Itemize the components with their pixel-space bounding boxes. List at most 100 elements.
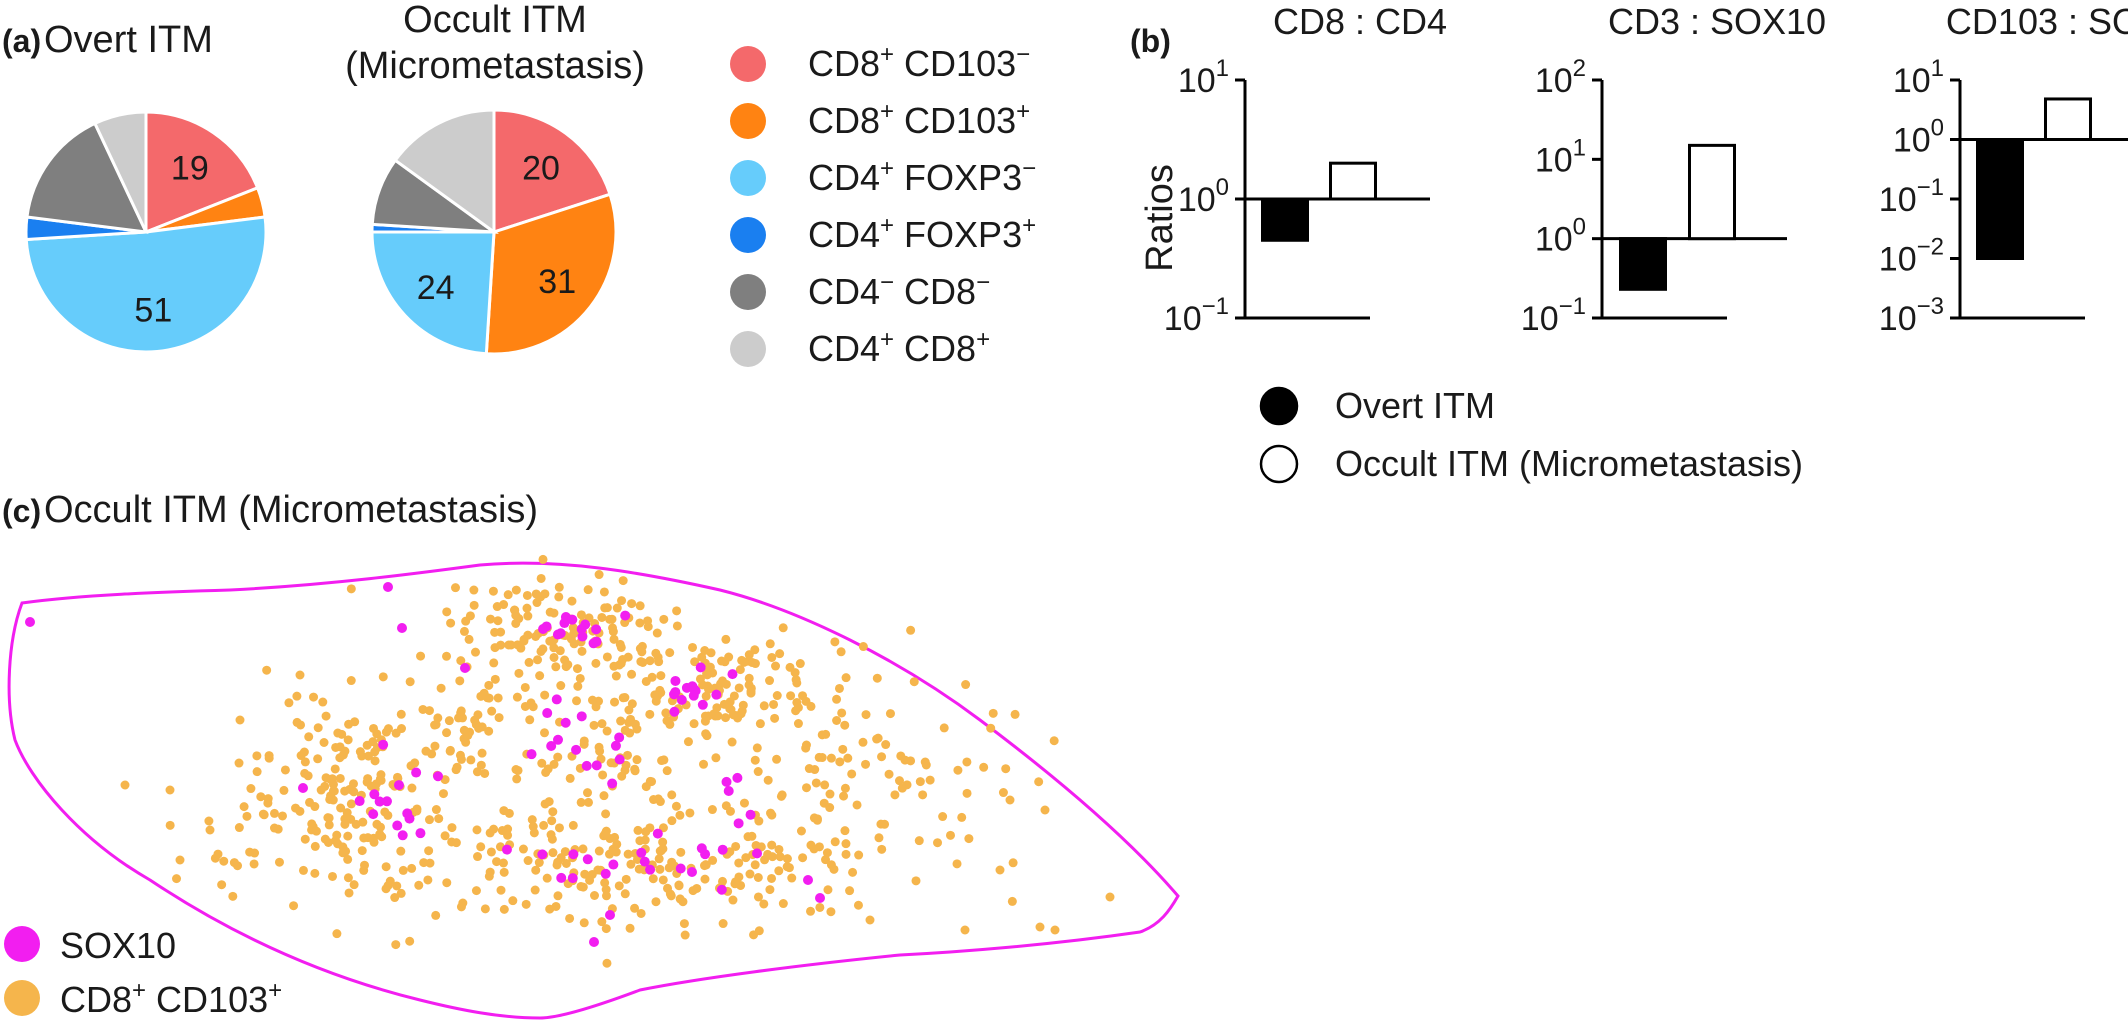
cd8-cd103-cell <box>492 602 502 612</box>
cd8-cd103-cell <box>658 837 668 847</box>
cd8-cd103-cell <box>442 728 452 738</box>
cd8-cd103-cell <box>606 758 616 768</box>
cd8-cd103-cell <box>316 785 326 795</box>
y-tick-label: 10−3 <box>1879 293 1944 338</box>
cd8-cd103-cell <box>672 621 682 631</box>
cd8-cd103-cell <box>473 852 483 862</box>
cd8-cd103-cell <box>256 792 266 802</box>
cd8-cd103-cell <box>535 671 545 681</box>
cd8-cd103-cell <box>933 838 943 848</box>
cd8-cd103-cell <box>884 769 894 779</box>
cd8-cd103-cell <box>521 899 531 909</box>
cd8-cd103-cell <box>577 646 587 656</box>
cd8-cd103-cell <box>801 696 811 706</box>
cd8-cd103-cell <box>528 702 538 712</box>
cd8-cd103-cell <box>343 735 353 745</box>
sox10-cell <box>298 783 308 793</box>
cd8-cd103-cell <box>522 603 532 613</box>
cd8-cd103-cell <box>817 753 827 763</box>
cd8-cd103-cell <box>961 680 971 690</box>
cd8-cd103-cell <box>840 826 850 836</box>
sox10-cell <box>369 789 380 800</box>
pie-legend: CD8+ CD103− CD8+ CD103+ CD4+ FOXP3− CD4+ FO… <box>730 41 1036 369</box>
cd8-cd103-cell <box>957 812 967 822</box>
cd8-cd103-cell <box>264 753 274 763</box>
cell-scatter <box>25 554 1115 968</box>
cd8-cd103-cell <box>838 744 848 754</box>
cd8-cd103-cell <box>407 863 417 873</box>
cd8-cd103-cell <box>594 570 604 580</box>
sox10-cell <box>392 820 403 831</box>
cd8-cd103-cell <box>674 880 684 890</box>
cd8-cd103-cell <box>741 853 751 863</box>
sox10-cell <box>608 859 619 870</box>
sox10-cell <box>614 732 625 743</box>
cd8-cd103-cell <box>512 692 522 702</box>
cd8-cd103-cell <box>858 737 868 747</box>
cd8-cd103-cell <box>909 677 919 687</box>
cd8-cd103-cell <box>503 590 513 600</box>
cd8-cd103-cell <box>279 785 289 795</box>
cd8-cd103-cell <box>340 786 350 796</box>
cd8-cd103-cell <box>527 815 537 825</box>
cd8-cd103-cell <box>343 854 353 864</box>
cd8-cd103-cell <box>563 660 573 670</box>
cd8-cd103-cell <box>363 751 373 761</box>
legend-label: CD4+ CD8+ <box>808 326 990 369</box>
cd8-cd103-cell <box>620 725 630 735</box>
cd8-cd103-cell <box>556 853 566 863</box>
cd8-cd103-cell <box>219 856 229 866</box>
cd8-cd103-cell <box>175 855 185 865</box>
cd8-cd103-cell <box>346 799 356 809</box>
cd8-cd103-cell <box>391 728 401 738</box>
cd8-cd103-cell <box>419 858 429 868</box>
cd8-cd103-cell <box>776 791 786 801</box>
sox10-cell <box>670 687 681 698</box>
cd8-cd103-cell <box>540 589 550 599</box>
cd8-cd103-cell <box>217 880 227 890</box>
cd8-cd103-cell <box>638 657 648 667</box>
cd8-cd103-cell <box>852 800 862 810</box>
legend-label-overt: Overt ITM <box>1335 385 1495 426</box>
cd8-cd103-cell <box>476 760 486 770</box>
sox10-cell <box>567 614 578 625</box>
cd8-cd103-cell <box>530 885 540 895</box>
cd8-cd103-cell <box>826 753 836 763</box>
cd8-cd103-cell <box>711 753 721 763</box>
cd8-cd103-cell <box>755 719 765 729</box>
cd8-cd103-cell <box>953 765 963 775</box>
cd8-cd103-cell <box>321 711 331 721</box>
cd8-cd103-cell <box>436 683 446 693</box>
sox10-cell <box>537 849 548 860</box>
cd8-cd103-cell <box>494 713 504 723</box>
cd8-cd103-cell <box>262 665 272 675</box>
cd8-cd103-cell <box>753 767 763 777</box>
cd8-cd103-cell <box>620 693 630 703</box>
sox10-cell <box>727 669 738 680</box>
cd8-cd103-cell <box>335 753 345 763</box>
cd8-cd103-cell <box>484 680 494 690</box>
cd8-cd103-cell <box>657 756 667 766</box>
cd8-cd103-cell <box>734 683 744 693</box>
cd8-cd103-cell <box>721 679 731 689</box>
cd8-cd103-cell <box>704 684 714 694</box>
cd8-cd103-cell <box>1050 925 1060 935</box>
sox10-cell <box>393 780 404 791</box>
cd8-cd103-cell <box>952 859 962 869</box>
cd8-cd103-cell <box>1040 805 1050 815</box>
cd8-cd103-cell <box>242 811 252 821</box>
cd8-cd103-cell <box>583 585 593 595</box>
cd8-cd103-cell <box>765 885 775 895</box>
cd8-cd103-cell <box>906 625 916 635</box>
sox10-cell <box>591 624 602 635</box>
cd8-cd103-cell <box>337 729 347 739</box>
cd8-cd103-cell <box>442 878 452 888</box>
pie-slice <box>24 215 268 354</box>
cd8-cd103-cell <box>679 919 689 929</box>
cd8-cd103-cell <box>579 736 589 746</box>
cd8-cd103-cell <box>459 626 469 636</box>
cd8-cd103-cell <box>656 671 666 681</box>
cd8-cd103-cell <box>298 865 308 875</box>
cd8-cd103-cell <box>1035 922 1045 932</box>
